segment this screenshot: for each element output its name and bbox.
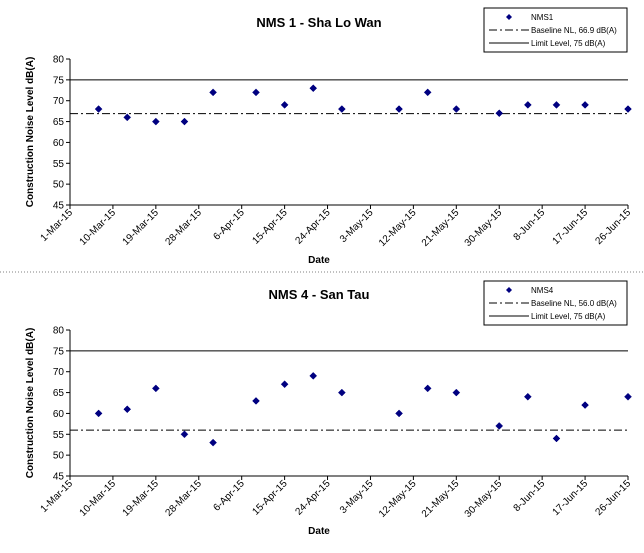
x-tick-label: 26-Jun-15 [594,478,634,518]
y-tick-label: 55 [53,430,65,441]
y-tick-label: 50 [53,451,65,462]
x-tick-label: 12-May-15 [377,478,419,520]
x-tick-label: 1-Mar-15 [39,207,76,244]
legend-label: Baseline NL, 56.0 dB(A) [531,299,617,308]
legend-marker [506,287,512,293]
x-tick-label: 10-Mar-15 [78,207,119,248]
y-tick-label: 45 [53,472,65,483]
x-tick-label: 21-May-15 [420,478,462,520]
data-point [495,422,504,430]
data-point [252,397,260,405]
data-point [523,392,532,401]
data-point [309,372,318,380]
x-tick-label: 28-Mar-15 [163,478,204,519]
y-tick-label: 65 [53,117,65,128]
x-tick-label: 10-Mar-15 [78,478,119,519]
data-point [280,380,289,389]
data-point [624,105,632,113]
x-tick-label: 6-Apr-15 [212,478,248,514]
chart-title: NMS 1 - Sha Lo Wan [256,15,381,30]
data-point [94,409,103,418]
x-tick-label: 17-Jun-15 [551,478,591,518]
legend-label: Limit Level, 75 dB(A) [531,39,606,48]
data-point [280,101,289,109]
data-point [581,101,589,109]
x-tick-label: 21-May-15 [420,207,462,249]
x-tick-label: 3-May-15 [338,478,376,516]
legend-marker [506,14,512,20]
data-point [624,392,632,401]
x-axis-label: Date [308,255,330,266]
y-tick-label: 75 [53,75,65,86]
x-tick-label: 24-Apr-15 [293,478,333,518]
y-tick-label: 60 [53,409,65,420]
data-point [423,88,432,97]
data-point [452,388,461,397]
y-axis-label: Construction Noise Level dB(A) [25,57,36,208]
data-point [252,88,260,97]
x-tick-label: 24-Apr-15 [293,207,333,247]
data-point [452,105,461,113]
data-point [395,105,403,113]
y-tick-label: 60 [53,138,65,149]
legend-label: Limit Level, 75 dB(A) [531,312,606,321]
x-tick-label: 26-Jun-15 [594,207,634,247]
y-tick-label: 50 [53,180,65,191]
y-tick-label: 70 [53,96,65,107]
data-point [94,105,103,113]
x-tick-label: 19-Mar-15 [121,207,162,248]
y-axis-label: Construction Noise Level dB(A) [25,328,36,479]
x-tick-label: 19-Mar-15 [121,478,162,519]
y-tick-label: 80 [53,55,65,66]
data-point [180,117,189,126]
x-tick-label: 30-May-15 [463,207,505,249]
legend-label: Baseline NL, 66.9 dB(A) [531,26,617,35]
chart-title: NMS 4 - San Tau [269,287,370,302]
data-point [337,388,346,397]
x-tick-label: 8-Jun-15 [512,478,548,514]
y-tick-label: 55 [53,159,65,170]
data-point [309,84,318,93]
x-tick-label: 15-Apr-15 [251,478,291,518]
x-tick-label: 3-May-15 [338,207,376,245]
data-point [495,109,504,118]
x-tick-label: 28-Mar-15 [163,207,204,248]
x-tick-label: 12-May-15 [377,207,419,249]
data-point [151,384,160,393]
data-point [552,101,561,109]
y-tick-label: 65 [53,388,65,399]
data-point [180,430,189,439]
data-point [151,117,160,126]
x-tick-label: 15-Apr-15 [251,207,291,247]
data-point [523,101,532,109]
data-point [209,438,217,447]
data-point [337,105,346,113]
y-tick-label: 45 [53,201,65,212]
data-point [395,409,403,418]
data-point [123,405,132,414]
y-tick-label: 75 [53,346,65,357]
data-point [552,434,561,443]
x-tick-label: 1-Mar-15 [39,478,76,515]
y-tick-label: 80 [53,326,65,337]
data-point [209,88,217,97]
x-axis-label: Date [308,526,330,537]
x-tick-label: 8-Jun-15 [512,207,548,243]
y-tick-label: 70 [53,367,65,378]
x-tick-label: 30-May-15 [463,478,505,520]
data-point [123,113,132,122]
legend-label: NMS1 [531,13,554,22]
data-point [423,384,432,393]
x-tick-label: 17-Jun-15 [551,207,591,247]
data-point [581,401,589,409]
x-tick-label: 6-Apr-15 [212,207,248,243]
legend-label: NMS4 [531,286,554,295]
chart-nms1: NMS 1 - Sha Lo Wan 45 50 55 60 65 70 75 80 1-Mar-… [25,7,634,266]
